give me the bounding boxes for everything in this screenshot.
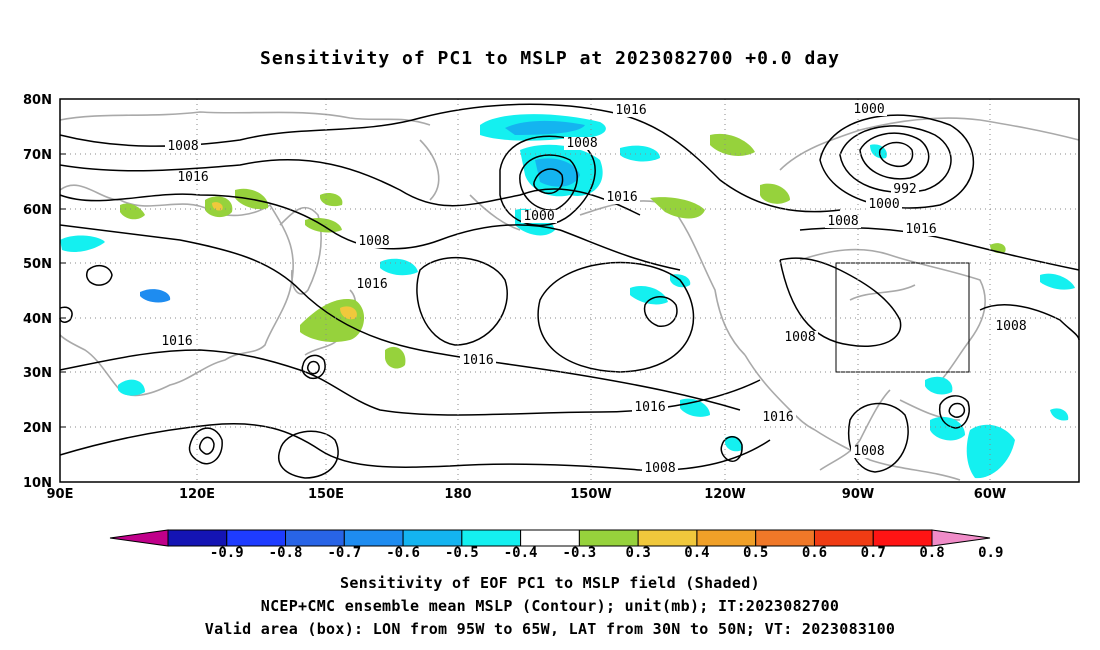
colorbar-tick-label: -0.6 [386,545,420,561]
isobar-label: 1008 [644,461,675,476]
lat-label: 80N [23,93,52,108]
isobar-label: 1000 [868,197,899,212]
colorbar-swatch [813,529,874,547]
isobar-label: 1000 [853,102,884,117]
lon-label: 180 [444,487,471,502]
latitude-labels: 80N 70N 60N 50N 40N 30N 20N 10N [23,93,66,491]
lat-label: 70N [23,148,52,163]
isobar-label: 1008 [167,139,198,154]
colorbar-tick-label: -0.8 [269,545,303,561]
lon-label: 120W [704,487,745,502]
isobar-label: 1016 [177,170,208,185]
lon-label: 120E [179,487,215,502]
colorbar-tick-label: 0.6 [802,545,827,561]
colorbar-tick-label: 0.9 [978,545,1003,561]
colorbar-min-arrow [109,529,169,547]
isobar-label: 1008 [566,136,597,151]
colorbar-swatch [285,529,345,547]
colorbar-swatch [696,529,757,547]
colorbar-swatch [520,529,580,547]
lat-label: 50N [23,257,52,272]
isobar-label: 1016 [161,334,192,349]
colorbar-tick-label: 0.5 [743,545,768,561]
isobar-label: 1016 [462,353,493,368]
colorbar-swatch [461,529,522,547]
plot-title: Sensitivity of PC1 to MSLP at 2023082700… [259,48,840,69]
lon-label: 150E [308,487,344,502]
longitude-labels: 90E 120E 150E 180 150W 120W 90W 60W [47,487,1007,502]
isobar-contours [59,103,1080,479]
lat-label: 10N [23,476,52,491]
isobar-label: 1016 [615,103,646,118]
lon-label: 60W [974,487,1006,502]
colorbar-tick-label: -0.9 [210,545,244,561]
colorbar-swatch [402,529,463,547]
colorbar-tick-label: 0.8 [919,545,944,561]
colorbar-tick-label: -0.4 [504,545,538,561]
colorbar-tick-label: -0.3 [563,545,597,561]
isobar-label: 1008 [853,444,884,459]
isobar-label: 1000 [523,209,554,224]
colorbar-tick-label: -0.5 [445,545,479,561]
isobar-label: 1016 [356,277,387,292]
colorbar-tick-label: 0.3 [626,545,651,561]
isobar-label: 1008 [358,234,389,249]
caption-line-1: Sensitivity of EOF PC1 to MSLP field (Sh… [340,574,760,592]
isobar-label: 1008 [827,214,858,229]
caption-line-2: NCEP+CMC ensemble mean MSLP (Contour); u… [260,597,840,615]
lat-label: 30N [23,366,52,381]
colorbar: -0.9 -0.8 -0.7 -0.6 -0.5 -0.4 -0.3 0.3 0.4 0.5 0.6… [109,529,1003,561]
colorbar-max-arrow [931,529,991,547]
isobar-label: 992 [893,182,916,197]
colorbar-swatch [578,529,639,547]
lat-label: 20N [23,421,52,436]
colorbar-tick-label: -0.7 [327,545,361,561]
colorbar-swatch [167,529,228,547]
colorbar-swatch [343,529,404,547]
isobar-label: 1008 [784,330,815,345]
isobar-label: 1016 [634,400,665,415]
colorbar-swatch [872,529,933,547]
lat-label: 40N [23,312,52,327]
isobar-label: 1016 [606,190,637,205]
coastlines [59,111,1080,481]
sensitivity-shading [60,114,1075,479]
colorbar-tick-label: 0.4 [684,545,709,561]
caption-line-3: Valid area (box): LON from 95W to 65W, L… [204,620,896,638]
isobar-label: 1016 [905,222,936,237]
isobar-label: 1016 [762,410,793,425]
lat-label: 60N [23,203,52,218]
colorbar-tick-label: 0.7 [861,545,886,561]
colorbar-swatch [755,529,815,547]
isobar-label: 1008 [995,319,1026,334]
lon-label: 90W [842,487,874,502]
lon-label: 90E [47,487,74,502]
colorbar-swatch [226,529,287,547]
lon-label: 150W [570,487,611,502]
map-frame [59,98,1080,483]
colorbar-swatch [637,529,698,547]
